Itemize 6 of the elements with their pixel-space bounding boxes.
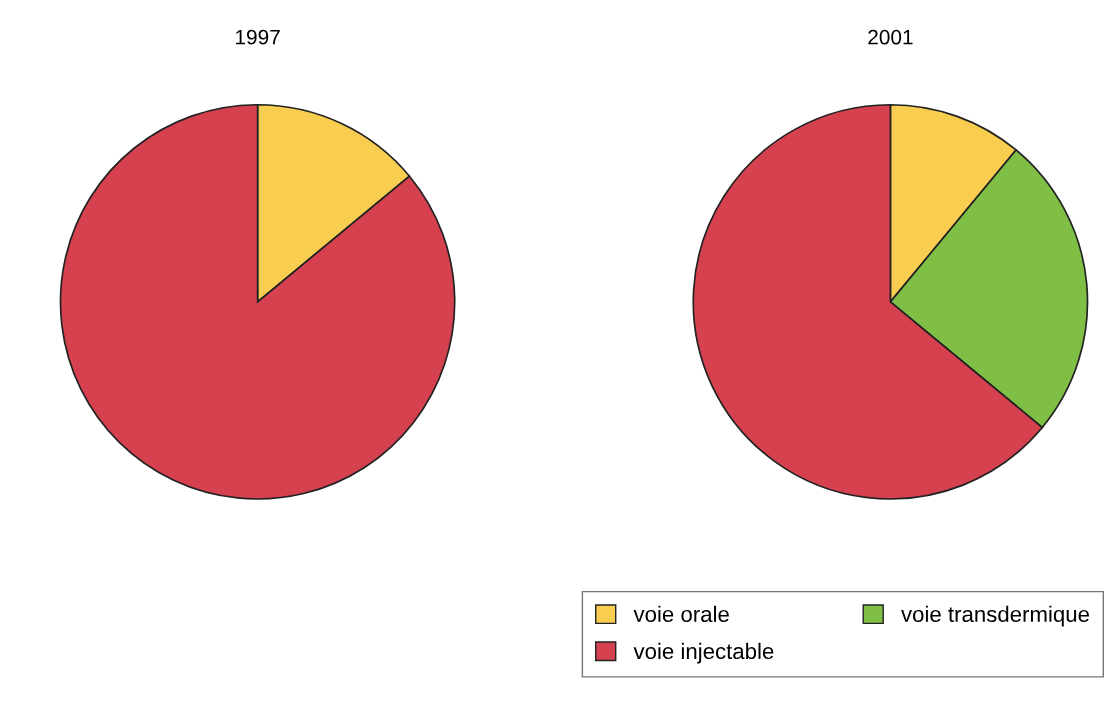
legend-label: voie injectable: [633, 642, 774, 664]
pie-slice: [59, 103, 456, 500]
chart-title: 1997: [236, 29, 280, 45]
legend-label: voie orale: [633, 605, 729, 623]
legend-label: voie transdermique: [901, 605, 1089, 627]
chart-title: 2001: [868, 29, 913, 45]
